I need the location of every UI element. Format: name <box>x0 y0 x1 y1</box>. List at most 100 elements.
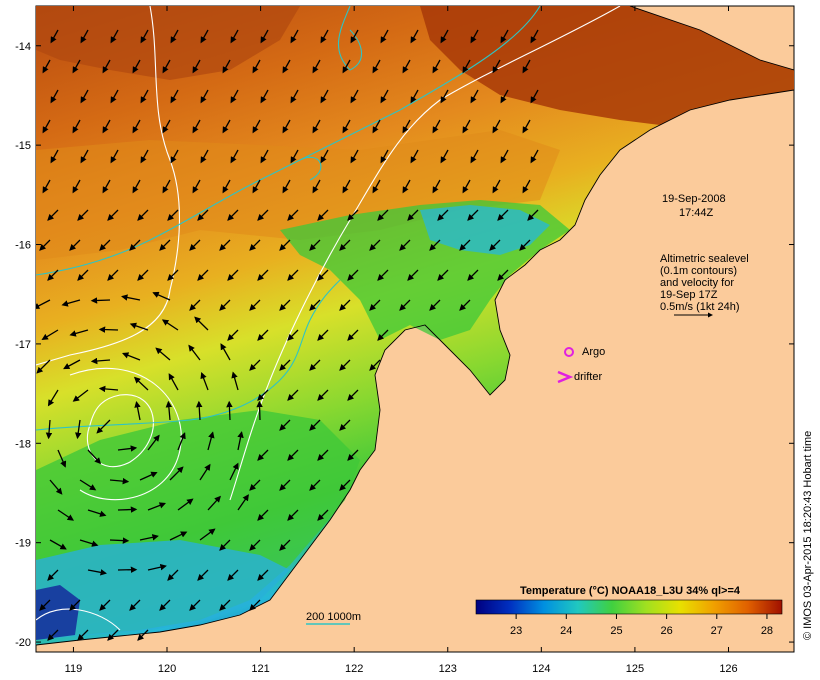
velocity-arrow <box>530 89 539 104</box>
colorbar-tick-label: 27 <box>711 625 723 637</box>
velocity-arrow <box>177 432 186 451</box>
velocity-arrow <box>222 59 231 74</box>
velocity-arrow <box>317 209 329 221</box>
velocity-arrow <box>129 599 141 611</box>
lat-tick-label: -19 <box>15 538 31 550</box>
velocity-arrow <box>227 269 239 281</box>
lon-tick-label: 123 <box>439 663 457 675</box>
colorbar-tick-label: 25 <box>610 625 622 637</box>
lon-tick-label: 121 <box>251 663 269 675</box>
velocity-arrow <box>140 29 149 44</box>
velocity-arrow <box>410 29 419 44</box>
velocity-arrow <box>170 149 179 164</box>
velocity-arrow <box>41 329 59 340</box>
velocity-arrow <box>47 269 59 281</box>
isobath-label: 200 1000m <box>306 611 361 623</box>
velocity-arrow <box>133 376 149 391</box>
velocity-arrow <box>207 495 221 511</box>
velocity-arrow <box>410 149 419 164</box>
velocity-arrow <box>252 59 261 74</box>
orange-band <box>36 130 560 260</box>
velocity-arrow <box>339 359 351 371</box>
velocity-arrow <box>260 29 269 44</box>
argo-marker <box>564 347 574 357</box>
velocity-arrow <box>440 89 449 104</box>
velocity-arrow <box>197 569 209 581</box>
velocity-arrow <box>152 291 171 301</box>
velocity-arrow <box>47 209 59 221</box>
colorbar-gradient <box>475 599 783 615</box>
velocity-arrow <box>279 299 291 311</box>
velocity-arrow <box>57 449 67 468</box>
velocity-arrow <box>347 449 359 461</box>
velocity-arrow <box>257 509 269 521</box>
velocity-arrow <box>87 449 102 465</box>
lat-tick-label: -18 <box>15 438 31 450</box>
velocity-arrow <box>139 534 159 541</box>
velocity-arrow <box>98 326 119 333</box>
lat-tick-label: -20 <box>15 637 31 649</box>
time-label: 17:44Z <box>679 207 714 219</box>
velocity-arrow <box>377 269 389 281</box>
velocity-arrow <box>500 89 509 104</box>
velocity-arrow <box>257 209 269 221</box>
velocity-arrow <box>107 269 119 281</box>
velocity-arrow <box>219 299 231 311</box>
velocity-arrow <box>219 239 231 251</box>
velocity-arrow <box>317 389 329 401</box>
velocity-arrow <box>102 59 111 74</box>
velocity-arrow <box>222 179 231 194</box>
velocity-arrow <box>189 599 201 611</box>
velocity-arrow <box>117 506 138 513</box>
velocity-arrow <box>87 509 107 517</box>
velocity-arrow <box>147 434 160 451</box>
velocity-arrow <box>72 59 81 74</box>
velocity-arrow <box>317 269 329 281</box>
velocity-arrow <box>312 119 321 134</box>
velocity-arrow <box>377 329 389 341</box>
velocity-arrow <box>167 569 179 581</box>
velocity-arrow <box>347 329 359 341</box>
velocity-arrow <box>380 29 389 44</box>
velocity-arrow <box>347 389 359 401</box>
velocity-arrow <box>309 419 321 431</box>
velocity-arrow <box>429 299 441 311</box>
lon-tick-label: 120 <box>158 663 176 675</box>
velocity-arrow <box>287 329 299 341</box>
velocity-arrow <box>227 209 239 221</box>
warm-water-patch-west <box>36 6 300 80</box>
velocity-arrow <box>317 509 329 521</box>
velocity-arrow <box>169 531 188 541</box>
lat-tick-label: -14 <box>15 41 31 53</box>
velocity-arrow <box>45 419 53 440</box>
velocity-arrow <box>467 209 479 221</box>
velocity-arrow <box>279 539 291 551</box>
velocity-arrow <box>132 59 141 74</box>
legend-line-2: (0.1m contours) <box>660 265 737 277</box>
velocity-arrow <box>320 149 329 164</box>
velocity-arrow <box>147 502 167 511</box>
velocity-arrow <box>195 400 203 421</box>
velocity-arrow <box>162 59 171 74</box>
velocity-arrow <box>226 400 233 421</box>
velocity-arrow <box>279 479 291 491</box>
velocity-arrows <box>36 29 539 641</box>
velocity-arrow <box>194 316 209 331</box>
velocity-arrow <box>102 179 111 194</box>
velocity-arrow <box>470 29 479 44</box>
velocity-arrow <box>77 629 89 641</box>
velocity-arrow <box>252 119 261 134</box>
velocity-arrow <box>369 299 381 311</box>
cyan-water-south <box>36 540 290 640</box>
velocity-arrow <box>219 599 231 611</box>
argo-label: Argo <box>582 346 605 358</box>
velocity-arrow <box>492 179 501 194</box>
velocity-arrow <box>249 299 261 311</box>
cyan-water-patch <box>420 205 550 255</box>
velocity-arrow <box>497 269 509 281</box>
velocity-arrow <box>342 59 351 74</box>
legend-line-4: 19-Sep 17Z <box>660 289 718 301</box>
velocity-arrow <box>39 239 51 251</box>
velocity-arrow <box>132 119 141 134</box>
velocity-arrow <box>207 431 215 451</box>
